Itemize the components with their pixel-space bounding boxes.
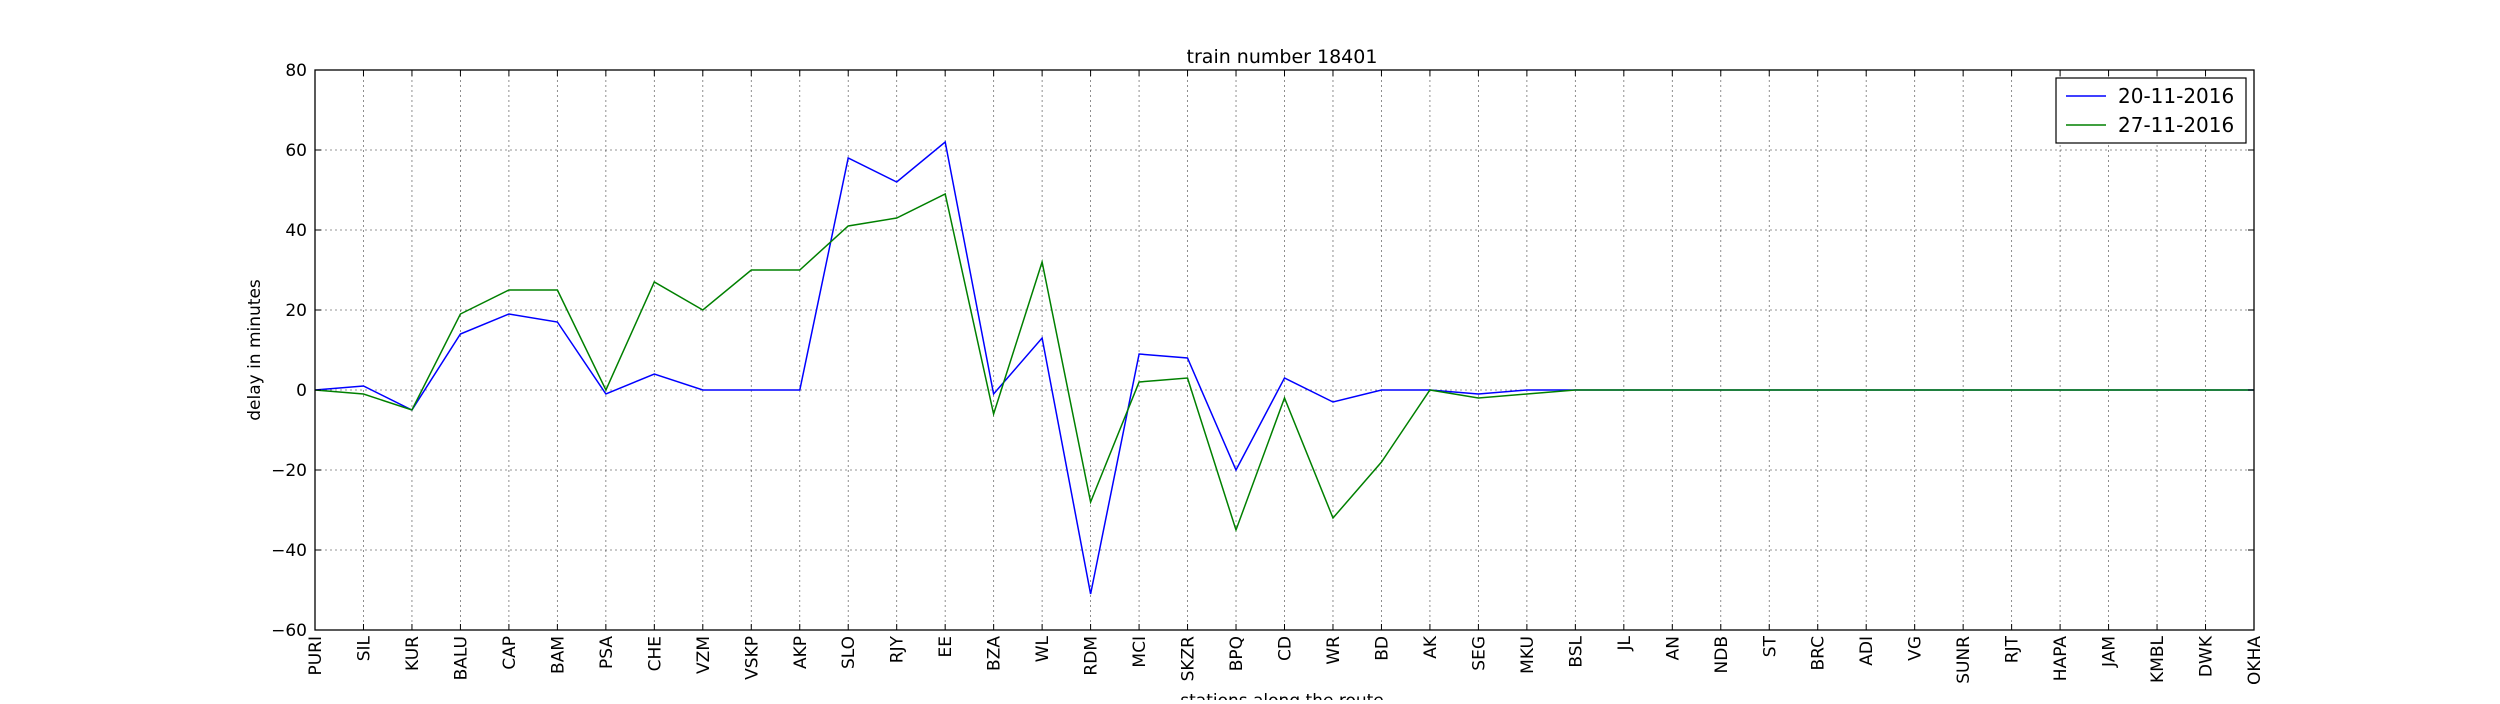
- y-tick-label: 0: [296, 381, 307, 401]
- x-tick-label: AKP: [791, 636, 811, 669]
- x-tick-label: ST: [1760, 635, 1780, 657]
- series-line-2: [314, 192, 2254, 533]
- x-tick-label: CD: [1276, 636, 1296, 661]
- x-tick-label: RJY: [888, 635, 908, 663]
- x-tick-label: WL: [1033, 635, 1053, 662]
- grid-lines: [315, 70, 2254, 630]
- y-tick-label: −40: [271, 541, 307, 561]
- chart-title: train number 18401: [1187, 46, 1378, 68]
- x-tick-label: BZA: [985, 636, 1005, 671]
- y-tick-label: −60: [271, 621, 307, 641]
- x-tick-label: BAM: [548, 636, 568, 674]
- x-axis-ticks: PURI SIL KUR BALU CAP BAM PSA CHE VZM VSKP AKP SLO R…: [306, 70, 2265, 685]
- x-tick-label: MCI: [1130, 636, 1150, 668]
- x-tick-label: JAM: [2100, 636, 2120, 668]
- x-tick-label: PURI: [306, 636, 326, 676]
- x-tick-label: VSKP: [742, 636, 762, 680]
- legend-label-series-1: 20-11-2016: [2118, 84, 2234, 108]
- x-tick-label: JL: [1615, 635, 1635, 651]
- x-axis-label: stations along the route: [1180, 691, 1384, 700]
- series-lines: [314, 140, 2254, 595]
- x-tick-label: SEG: [1469, 636, 1489, 671]
- x-tick-label: OKHA: [2245, 636, 2265, 685]
- x-tick-label: EE: [936, 636, 956, 657]
- y-tick-label: 40: [285, 221, 307, 241]
- x-tick-label: DWK: [2197, 635, 2217, 677]
- x-tick-label: VG: [1906, 636, 1926, 661]
- x-tick-label: BALU: [451, 636, 471, 680]
- x-tick-label: SLO: [839, 636, 859, 669]
- x-tick-label: AN: [1663, 636, 1683, 660]
- x-tick-label: RJT: [2003, 635, 2023, 663]
- legend: 20-11-2016 27-11-2016: [2055, 77, 2247, 144]
- y-tick-label: −20: [271, 461, 307, 481]
- x-tick-label: NDB: [1712, 636, 1732, 673]
- y-tick-label: 20: [285, 301, 307, 321]
- x-tick-label: BPQ: [1227, 636, 1247, 671]
- x-tick-label: BRC: [1809, 636, 1829, 671]
- x-tick-label: HAPA: [2051, 636, 2071, 682]
- y-axis-ticks: −60 −40 −20 0 20 40 60 80: [271, 61, 2254, 641]
- legend-frame: [2055, 77, 2247, 144]
- x-tick-label: CHE: [645, 636, 665, 671]
- x-tick-label: KMBL: [2148, 635, 2168, 682]
- legend-label-series-2: 27-11-2016: [2118, 113, 2234, 137]
- x-tick-label: CAP: [500, 636, 520, 670]
- x-tick-label: BD: [1372, 636, 1392, 661]
- x-tick-label: RDM: [1082, 636, 1102, 676]
- y-axis-label: delay in minutes: [245, 279, 265, 421]
- x-tick-label: SKZR: [1179, 636, 1199, 682]
- x-tick-label: VZM: [694, 636, 714, 674]
- x-tick-label: ADI: [1857, 636, 1877, 666]
- x-tick-label: MKU: [1518, 636, 1538, 674]
- x-tick-label: PSA: [597, 636, 617, 669]
- y-tick-label: 80: [285, 61, 307, 81]
- x-tick-label: KUR: [403, 636, 423, 671]
- x-tick-label: SIL: [354, 635, 374, 661]
- x-tick-label: WR: [1324, 636, 1344, 665]
- x-tick-label: SUNR: [1954, 636, 1974, 684]
- x-tick-label: AK: [1421, 635, 1441, 659]
- y-tick-label: 60: [285, 141, 307, 161]
- x-tick-label: BSL: [1566, 635, 1586, 667]
